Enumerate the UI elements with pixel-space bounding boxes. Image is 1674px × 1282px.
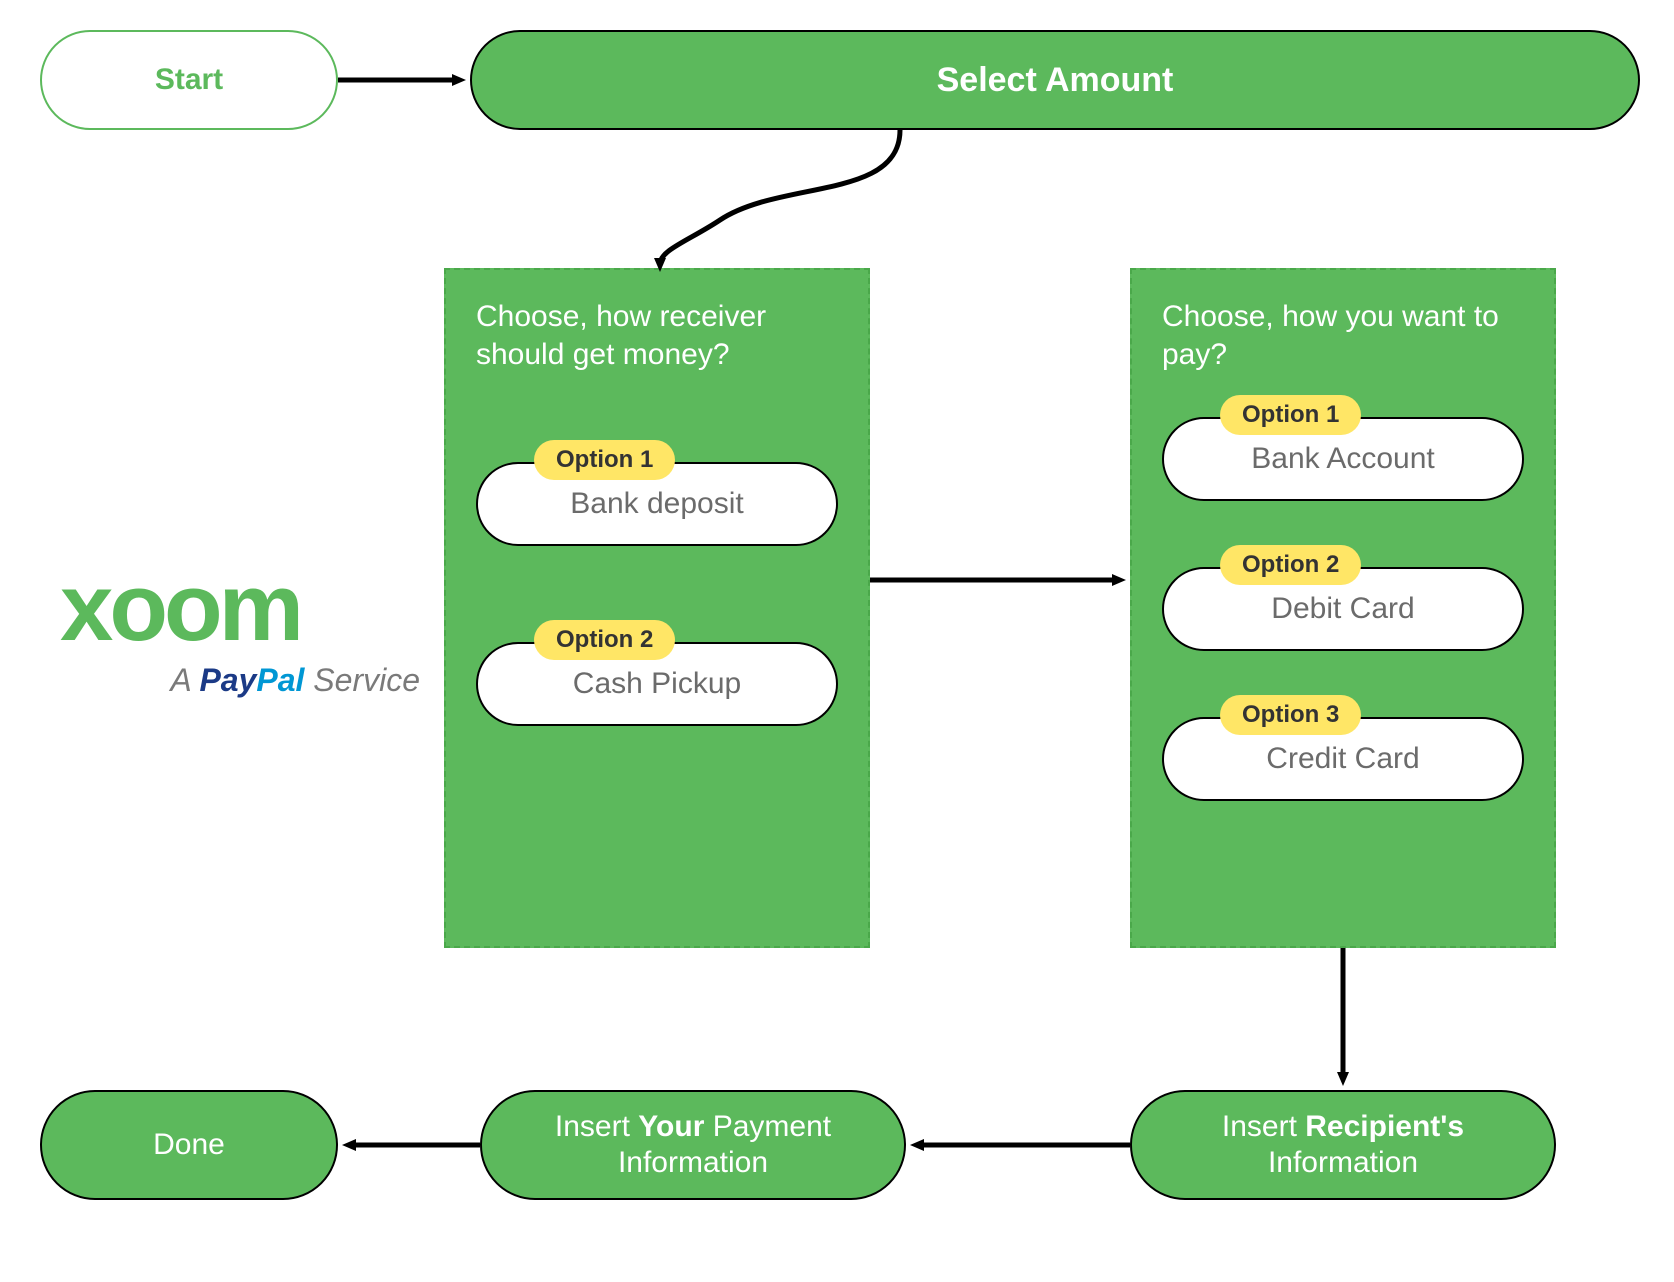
pay-panel-option-badge: Option 2 xyxy=(1220,545,1361,585)
receiver-panel-option-badge: Option 1 xyxy=(534,440,675,480)
xoom-logo: xoom A PayPal Service xyxy=(60,560,420,699)
pay-panel-option-label: Credit Card xyxy=(1266,742,1419,776)
pay-panel-option: Debit CardOption 2 xyxy=(1132,567,1554,651)
done-node-label: Done xyxy=(153,1128,225,1162)
start-node: Start xyxy=(40,30,338,130)
pay-panel-option-label: Debit Card xyxy=(1271,592,1414,626)
receiver-panel-option: Bank depositOption 1 xyxy=(446,462,868,546)
insert-payment-node-line1: Insert Your Payment xyxy=(555,1109,831,1145)
xoom-logo-subtitle: A PayPal Service xyxy=(60,662,420,699)
receiver-panel-option-badge: Option 2 xyxy=(534,620,675,660)
pay-panel-option-pill: Bank AccountOption 1 xyxy=(1162,417,1524,501)
done-node: Done xyxy=(40,1090,338,1200)
pay-panel-title: Choose, how you want to pay? xyxy=(1132,270,1554,373)
receiver-panel-option-label: Bank deposit xyxy=(570,487,743,521)
receiver-panel: Choose, how receiver should get money? Ba… xyxy=(444,268,870,948)
pay-panel-option-pill: Credit CardOption 3 xyxy=(1162,717,1524,801)
insert-recipient-node-line1: Insert Recipient's xyxy=(1222,1109,1464,1145)
start-node-label: Start xyxy=(155,63,223,97)
insert-payment-node: Insert Your PaymentInformation xyxy=(480,1090,906,1200)
pay-panel-option-badge: Option 1 xyxy=(1220,395,1361,435)
pay-panel-option: Credit CardOption 3 xyxy=(1132,717,1554,801)
receiver-panel-title: Choose, how receiver should get money? xyxy=(446,270,868,373)
receiver-panel-option-pill: Cash PickupOption 2 xyxy=(476,642,838,726)
arrow-select-to-receiver xyxy=(660,130,900,264)
pay-panel-option-pill: Debit CardOption 2 xyxy=(1162,567,1524,651)
pay-panel-option: Bank AccountOption 1 xyxy=(1132,417,1554,501)
receiver-panel-option: Cash PickupOption 2 xyxy=(446,642,868,726)
pay-panel-option-badge: Option 3 xyxy=(1220,695,1361,735)
insert-recipient-node-line2: Information xyxy=(1268,1145,1418,1181)
xoom-logo-word: xoom xyxy=(60,560,420,656)
select-amount-node: Select Amount xyxy=(470,30,1640,130)
pay-panel-option-label: Bank Account xyxy=(1251,442,1434,476)
receiver-panel-option-label: Cash Pickup xyxy=(573,667,741,701)
receiver-panel-option-pill: Bank depositOption 1 xyxy=(476,462,838,546)
insert-recipient-node: Insert Recipient'sInformation xyxy=(1130,1090,1556,1200)
insert-payment-node-line2: Information xyxy=(618,1145,768,1181)
pay-panel: Choose, how you want to pay? Bank Account… xyxy=(1130,268,1556,948)
select-amount-node-label: Select Amount xyxy=(937,61,1174,100)
